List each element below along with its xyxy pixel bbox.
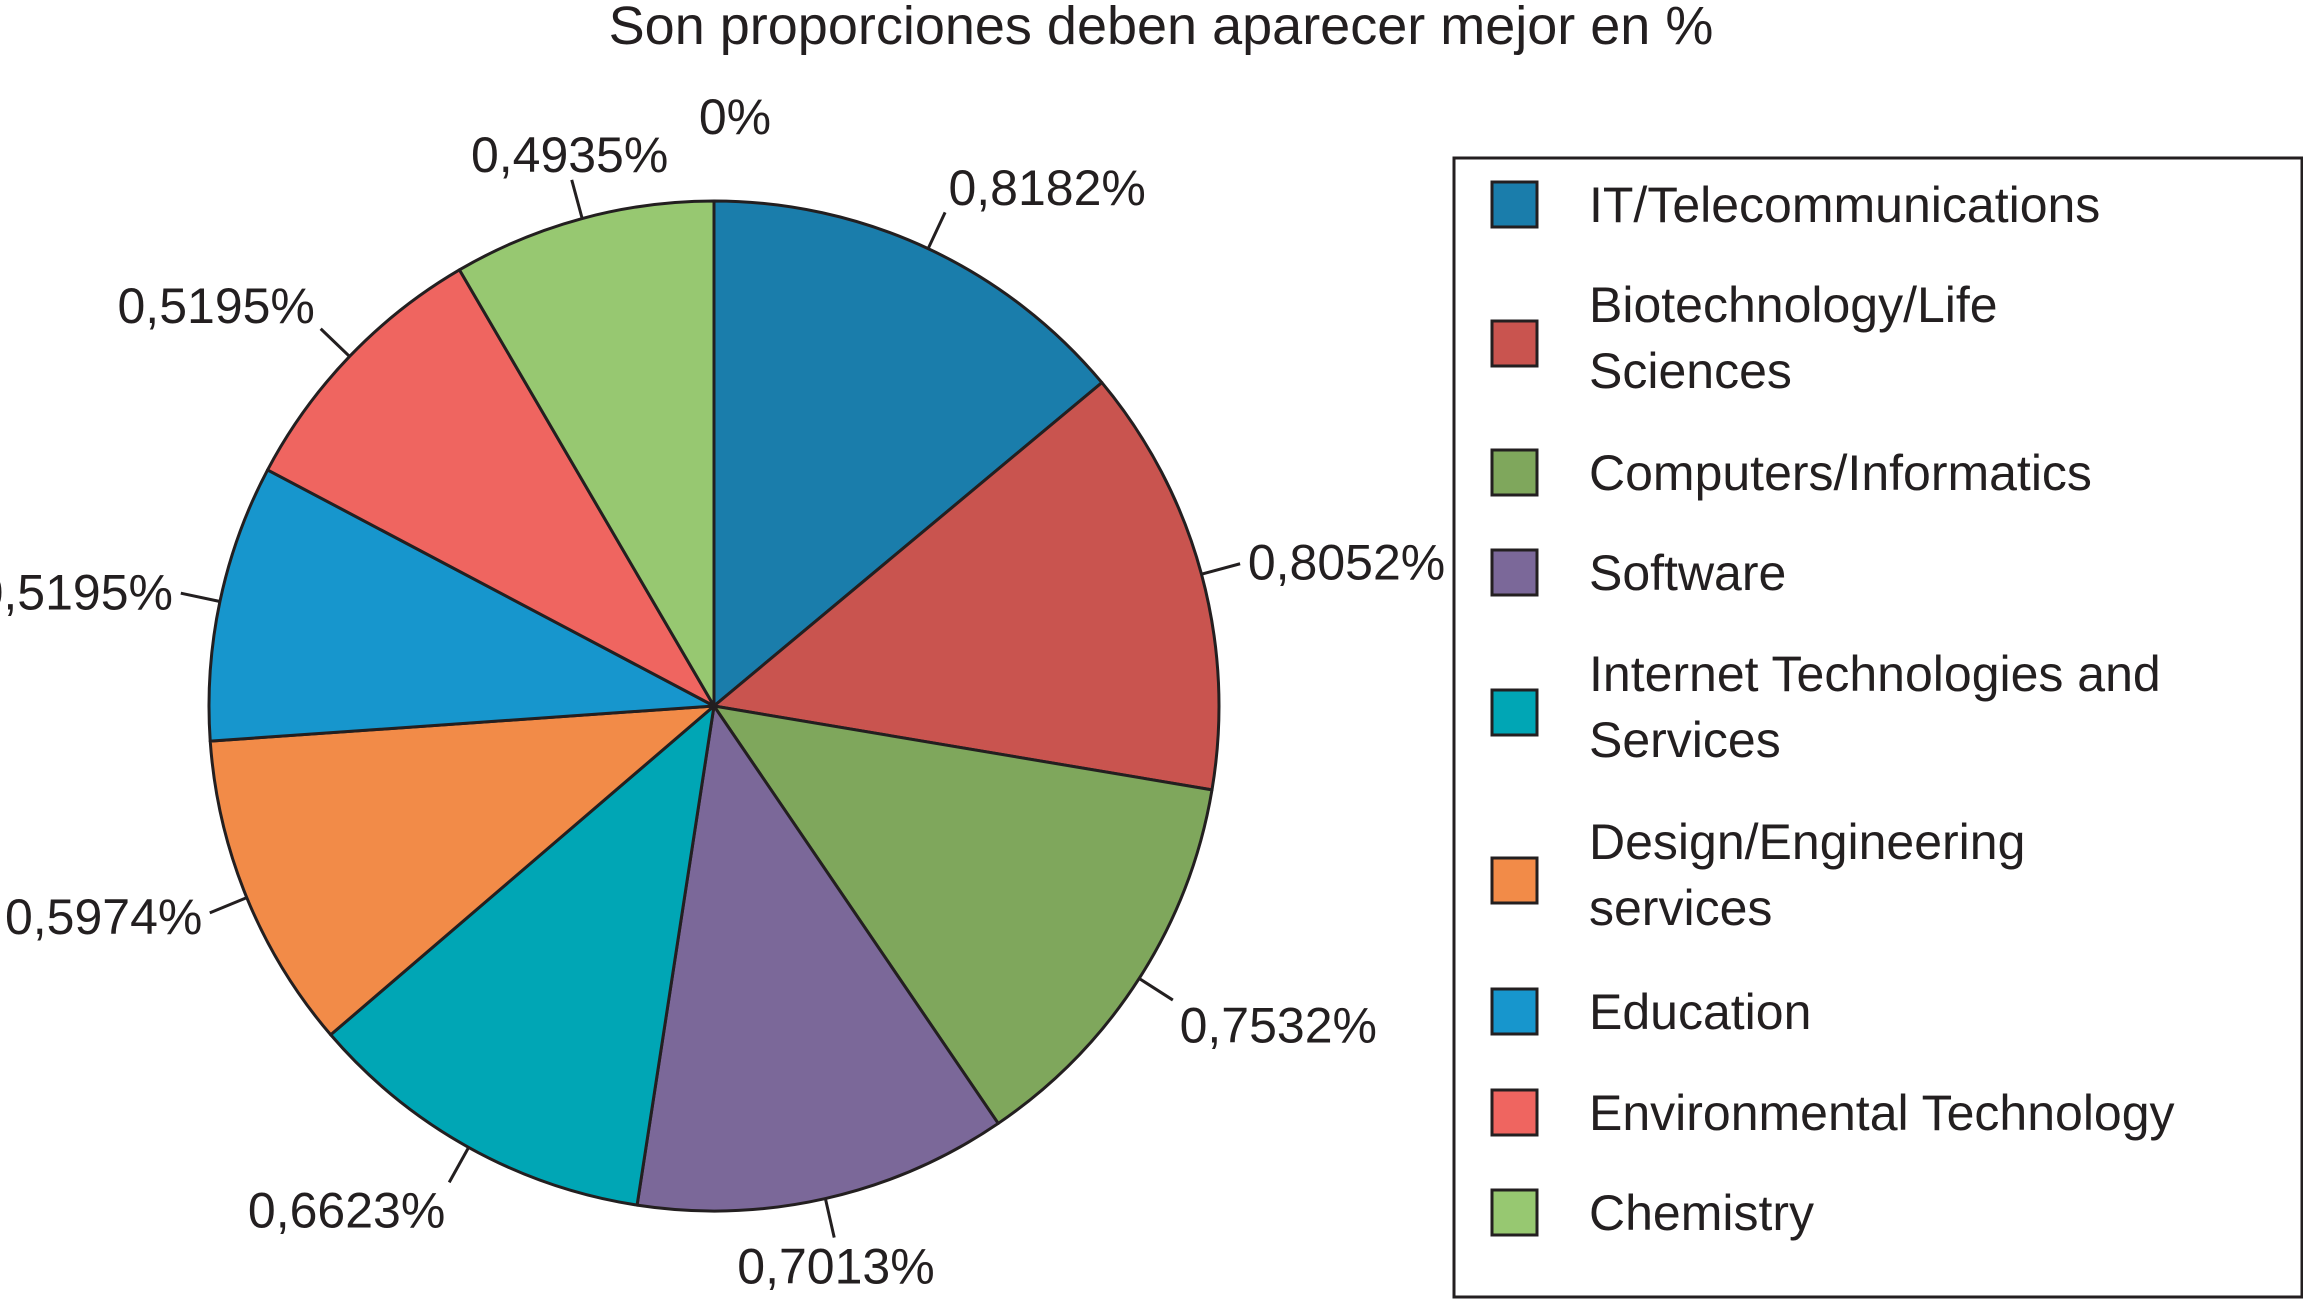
pie-slice-labels: 0,8182% 0,8052% 0,7532% 0,7013% 0,6623% 0,597… bbox=[0, 127, 1445, 1294]
leader-line-it-telecommunications bbox=[926, 211, 947, 250]
leader-line-chemistry bbox=[570, 179, 584, 219]
legend-item-education: Education bbox=[1490, 984, 1811, 1040]
leader-line-internet-technologies-and-services bbox=[447, 1146, 470, 1184]
data-label-education: 0,5195% bbox=[0, 565, 173, 621]
legend-swatch bbox=[1490, 548, 1539, 597]
data-label-computers-informatics: 0,7532% bbox=[1180, 997, 1377, 1053]
leader-line-software bbox=[823, 1198, 836, 1238]
legend-label: Sciences bbox=[1589, 343, 1792, 399]
legend-swatch bbox=[1490, 987, 1539, 1036]
leader-line-environmental-technology bbox=[319, 327, 351, 358]
legend: IT/Telecommunications Biotechnology/Life S… bbox=[1490, 177, 2175, 1241]
pie-slice-software bbox=[635, 704, 1000, 1213]
leader-line-design-engineering-services bbox=[209, 896, 248, 915]
legend-item-biotechnology-life-sciences: Biotechnology/Life Sciences bbox=[1490, 277, 1998, 399]
data-label-design-engineering-services: 0,5974% bbox=[5, 889, 202, 945]
data-label-biotechnology-life-sciences: 0,8052% bbox=[1248, 535, 1445, 591]
legend-label: Internet Technologies and bbox=[1589, 646, 2161, 702]
data-label-chemistry: 0,4935% bbox=[471, 127, 668, 183]
legend-label: Services bbox=[1589, 712, 1781, 768]
legend-item-environmental-technology: Environmental Technology bbox=[1490, 1085, 2175, 1141]
legend-label: services bbox=[1589, 880, 1772, 936]
legend-label: Chemistry bbox=[1589, 1185, 1814, 1241]
legend-item-internet-technologies-and-services: Internet Technologies and Services bbox=[1490, 646, 2161, 768]
legend-item-chemistry: Chemistry bbox=[1490, 1185, 1814, 1241]
legend-item-software: Software bbox=[1490, 545, 1786, 601]
legend-label: Environmental Technology bbox=[1589, 1085, 2175, 1141]
legend-item-it-telecommunications: IT/Telecommunications bbox=[1490, 177, 2100, 233]
pie-slice-it-telecommunications bbox=[712, 199, 1104, 708]
legend-swatch bbox=[1490, 688, 1539, 737]
legend-label: IT/Telecommunications bbox=[1589, 177, 2100, 233]
legend-item-computers-informatics: Computers/Informatics bbox=[1490, 445, 2092, 501]
legend-label: Software bbox=[1589, 545, 1786, 601]
data-label-it-telecommunications: 0,8182% bbox=[948, 160, 1145, 216]
legend-label: Biotechnology/Life bbox=[1589, 277, 1998, 333]
legend-swatch bbox=[1490, 319, 1539, 368]
legend-item-design-engineering-services: Design/Engineering services bbox=[1490, 814, 2025, 936]
zero-percent-label: 0% bbox=[699, 89, 771, 145]
leader-line-education bbox=[180, 591, 221, 603]
pie-slice-education bbox=[207, 468, 716, 743]
legend-swatch bbox=[1490, 1088, 1539, 1137]
legend-swatch bbox=[1490, 856, 1539, 905]
legend-swatch bbox=[1490, 1188, 1539, 1237]
pie-slice-environmental-technology bbox=[266, 268, 716, 708]
legend-box bbox=[1452, 156, 2303, 1299]
legend-swatch bbox=[1490, 180, 1539, 229]
chart-title: Son proporciones deben aparecer mejor en… bbox=[609, 0, 1714, 56]
pie-slice-chemistry bbox=[457, 199, 716, 708]
legend-swatch bbox=[1490, 448, 1539, 497]
leader-line-biotechnology-life-sciences bbox=[1201, 562, 1241, 576]
pie-slices bbox=[207, 199, 1221, 1213]
legend-label: Design/Engineering bbox=[1589, 814, 2025, 870]
data-label-software: 0,7013% bbox=[737, 1238, 934, 1294]
leader-line-computers-informatics bbox=[1138, 977, 1174, 1002]
data-label-internet-technologies-and-services: 0,6623% bbox=[248, 1182, 445, 1238]
legend-label: Computers/Informatics bbox=[1589, 445, 2092, 501]
legend-label: Education bbox=[1589, 984, 1811, 1040]
data-label-environmental-technology: 0,5195% bbox=[118, 278, 315, 334]
